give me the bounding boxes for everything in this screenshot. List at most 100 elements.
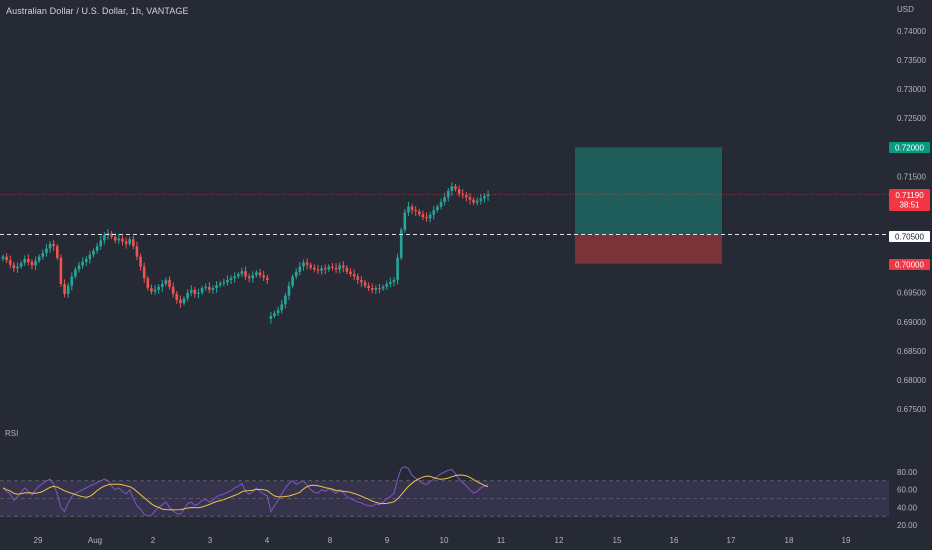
candle-body [443, 197, 446, 202]
candle-body [30, 261, 34, 266]
candle-body [200, 288, 204, 293]
candle-body [124, 241, 128, 244]
time-tick-label: 29 [34, 536, 43, 545]
candle-body [81, 261, 84, 266]
candle-body [389, 282, 392, 284]
candle-body [240, 271, 244, 275]
time-tick-label: 17 [727, 536, 736, 545]
time-tick-label: 12 [555, 536, 564, 545]
candle-body [215, 285, 218, 289]
rsi-title: RSI [5, 429, 19, 438]
candle-body [171, 286, 175, 294]
time-tick-label: 15 [613, 536, 622, 545]
time-tick-label: 8 [328, 536, 333, 545]
candle-body [92, 250, 95, 255]
candle-body [128, 239, 131, 244]
candle-body [247, 276, 251, 279]
candle-body [370, 288, 374, 290]
candle-body [160, 283, 164, 287]
candle-body [316, 269, 320, 271]
candle-body [41, 253, 45, 257]
candle-body [175, 293, 179, 300]
candle-body [186, 292, 189, 299]
time-tick-label: 11 [497, 536, 506, 545]
candle-body [262, 275, 265, 278]
candle-body [276, 310, 280, 314]
candle-body [446, 190, 450, 198]
entry-price-text: 0.70500 [895, 233, 924, 242]
candle-body [182, 298, 186, 304]
price-tick-label: 0.73500 [897, 56, 926, 65]
candle-body [302, 262, 305, 267]
candle-body [110, 233, 113, 237]
current-price-text: 0.71190 [895, 191, 924, 200]
candle-body [153, 289, 157, 292]
candle-body [1, 256, 5, 259]
candle-body [305, 262, 309, 265]
target-price-text: 0.72000 [895, 144, 924, 153]
candle-body [483, 196, 486, 199]
candle-body [450, 186, 454, 191]
candle-body [265, 277, 269, 280]
time-tick-label: 16 [670, 536, 679, 545]
candle-body [479, 198, 483, 201]
current-price-tag [889, 189, 930, 211]
candle-body [385, 283, 389, 287]
candle-body [378, 288, 381, 289]
position-zones[interactable] [575, 147, 722, 264]
candle-body [472, 199, 475, 203]
candle-body [392, 279, 396, 283]
candle-body [486, 194, 490, 197]
candle-body [233, 276, 236, 279]
rsi-ma-line [2, 474, 489, 511]
candle-body [99, 240, 103, 247]
time-tick-label: 2 [151, 536, 156, 545]
candle-body [56, 246, 59, 258]
candle-body [436, 206, 439, 211]
candle-body [70, 276, 74, 286]
rsi-tick-label: 80.00 [897, 468, 918, 477]
candle-body [237, 274, 240, 277]
candle-body [19, 263, 23, 267]
candle-body [294, 271, 298, 277]
stop-price-text: 0.70000 [895, 261, 924, 270]
candle-body [374, 288, 378, 290]
candle-body [34, 260, 37, 266]
candle-body [258, 272, 262, 276]
candle-body [349, 271, 352, 275]
candle-body [352, 274, 356, 277]
time-axis[interactable]: 29 Aug 2 3 4 8 9 10 11 12 15 16 17 18 19 [34, 536, 851, 545]
candle-body [52, 243, 55, 247]
candle-body [23, 258, 27, 264]
price-axis[interactable]: 0.74000 0.73500 0.73000 0.72500 0.72000 0.715… [897, 27, 926, 530]
candle-body [142, 266, 146, 279]
price-tick-label: 0.72500 [897, 114, 926, 123]
candle-body [135, 246, 139, 257]
candle-body [157, 286, 160, 290]
rsi-tick-label: 20.00 [897, 521, 918, 530]
candle-body [164, 279, 168, 284]
candle-body [37, 256, 41, 261]
candle-body [475, 200, 479, 203]
candle-body [139, 256, 142, 267]
entry-price-tag [889, 231, 930, 242]
candle-body [273, 313, 276, 316]
candle-body [323, 268, 327, 270]
candle-body [8, 260, 12, 265]
price-tick-label: 0.69000 [897, 318, 926, 327]
candle-body [309, 264, 312, 268]
candle-body [150, 288, 153, 292]
rsi-tick-label: 60.00 [897, 486, 918, 495]
candle-body [403, 212, 407, 230]
candle-body [103, 235, 106, 241]
candle-body [16, 266, 19, 269]
price-tick-label: 0.68000 [897, 376, 926, 385]
candle-body [399, 229, 403, 258]
candle-body [229, 278, 233, 280]
candle-body [74, 269, 77, 277]
candle-body [410, 206, 414, 211]
candle-body [341, 265, 345, 268]
candle-body [222, 282, 226, 284]
candle-body [45, 248, 48, 254]
